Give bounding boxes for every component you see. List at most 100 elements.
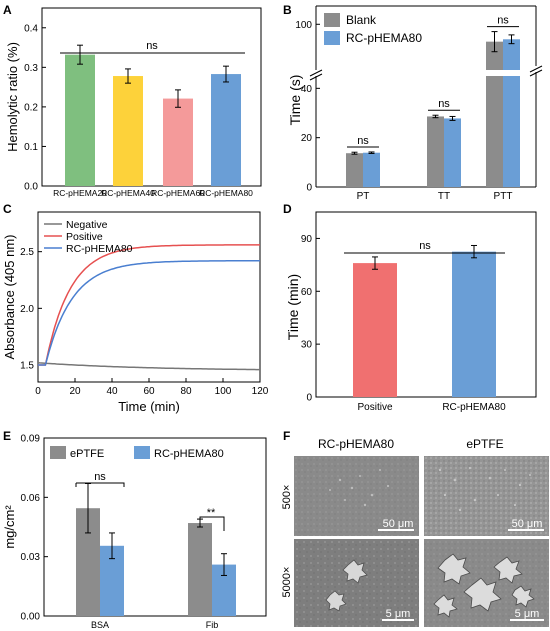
panel-e-legend: ePTFE RC-pHEMA80 (50, 446, 224, 460)
sem-platelets-eptfe-5000x (433, 553, 535, 618)
panel-c-y-tick-label: 1.5 (20, 361, 34, 372)
legend-label-rc-phema80: RC-pHEMA80 (346, 31, 422, 45)
panel-b-y-high-tick-label: 100 (295, 20, 312, 31)
bar-rc-phema80 (452, 251, 496, 397)
panel-d-y-tick-label: 90 (301, 234, 313, 245)
legend-swatch-rc-phema80 (324, 31, 340, 45)
panel-a-frame (41, 7, 262, 187)
bar-ptt-blank-lower (486, 76, 503, 187)
bar-rc-phema20 (65, 54, 95, 187)
ns-label-pt: ns (357, 135, 369, 147)
panel-c-x-tick-label: 60 (143, 386, 155, 397)
panel-c-x-tick-label: 100 (215, 386, 232, 397)
panel-a-ns: ns (146, 40, 158, 52)
legend-label-eptfe: ePTFE (70, 448, 104, 460)
panel-b-legend: Blank RC-pHEMA80 (324, 13, 422, 45)
x-tick-label-fib: Fib (206, 620, 219, 630)
panel-b-break-mark-right (529, 65, 543, 77)
panel-a-y-tick-label: 0.4 (24, 23, 38, 34)
panel-e-bracket-fib (199, 516, 225, 531)
panel-b-y-low-tick-label: 0 (306, 183, 312, 194)
panel-c-x-tick-label: 0 (35, 386, 41, 397)
bar-rc-phema80 (211, 74, 241, 186)
panel-a-y-tick-label: 0.3 (24, 63, 38, 74)
panel-d: Time (min) 0 30 60 90 Positive RC-pHEMA80 ns (285, 211, 537, 413)
panel-e-yticks: 0.00 0.03 0.06 0.09 (21, 434, 48, 623)
panel-c-x-tick-label: 80 (180, 386, 192, 397)
legend-label-positive: Positive (66, 231, 103, 243)
panel-e-frame (43, 437, 267, 617)
panel-b-y-low-tick-label: 40 (301, 84, 313, 95)
scale-bar-label-4: 5 μm (515, 608, 540, 620)
panel-f-row-label-2: 5000× (281, 567, 293, 598)
legend-label-blank: Blank (346, 13, 377, 27)
panel-d-frame (315, 211, 537, 398)
panel-e: mg/cm² 0.00 0.03 0.06 0.09 BSA Fib ePTFE RC-… (2, 434, 267, 630)
bar-rc-phema40 (113, 76, 143, 186)
panel-a-y-tick-label: 0.2 (24, 102, 38, 113)
bar-tt-blank (427, 116, 444, 187)
panel-letter-c: C (3, 202, 12, 216)
x-tick-label-bsa: BSA (91, 620, 109, 630)
x-tick-label-rc-phema80: RC-pHEMA80 (442, 402, 506, 413)
panel-letter-a: A (3, 3, 12, 17)
panel-d-bars: Positive RC-pHEMA80 (353, 244, 506, 413)
panel-c-x-tick-label: 120 (252, 386, 269, 397)
panel-d-ylabel: Time (min) (285, 274, 301, 340)
panel-f-col-header-1: RC-pHEMA80 (318, 437, 394, 451)
panel-c-ylabel: Absorbance (405 nm) (2, 234, 17, 359)
panel-f-col-header-2: ePTFE (466, 437, 503, 451)
panel-e-bracket-bsa (75, 482, 125, 487)
x-tick-label-rc-phema80: RC-pHEMA80 (199, 188, 253, 198)
panel-letter-e: E (3, 429, 11, 443)
panel-e-ns: ns (94, 471, 106, 483)
panel-b-y-low-tick-label: 20 (301, 133, 313, 144)
panel-b: Time (s) 0 20 40 100 PT ns TT ns PTT ns Blank RC… (287, 5, 543, 202)
x-tick-label-rc-phema40: RC-pHEMA40 (101, 188, 155, 198)
x-tick-label-pt: PT (357, 191, 370, 202)
panel-e-y-tick-label: 0.09 (21, 434, 41, 445)
panel-b-yticks: 0 20 40 100 (295, 20, 320, 194)
legend-swatch-eptfe (50, 446, 66, 459)
panel-letter-b: B (283, 3, 292, 17)
panel-b-break-mark-left (309, 69, 323, 81)
legend-label-rc-phema80: RC-pHEMA80 (66, 243, 133, 255)
sem-image-rc-500x (294, 456, 419, 536)
panel-b-ylabel: Time (s) (287, 75, 303, 126)
scale-bar-label-1: 50 μm (383, 518, 414, 530)
panel-e-y-tick-label: 0.03 (21, 552, 41, 563)
bar-pt-blank (346, 153, 363, 187)
panel-letter-d: D (283, 202, 292, 216)
legend-swatch-rc-phema80-e (134, 446, 150, 459)
panel-c-y-tick-label: 2.5 (20, 247, 34, 258)
panel-a-yticks: 0.0 0.1 0.2 0.3 0.4 (24, 23, 46, 193)
panel-c-lines (37, 244, 260, 371)
bar-ptt-blank-upper (486, 41, 503, 70)
panel-c-x-tick-label: 20 (69, 386, 81, 397)
line-negative (37, 361, 260, 371)
sem-image-rc-5000x (294, 539, 419, 627)
panel-b-bars: PT ns TT ns PTT ns (346, 15, 520, 202)
bar-positive (353, 263, 397, 397)
x-tick-label-tt: TT (438, 191, 450, 202)
bar-ptt-rc-phema80-upper (503, 39, 520, 70)
line-positive (38, 244, 260, 366)
panel-e-bars: BSA Fib (76, 482, 236, 630)
x-tick-label-ptt: PTT (494, 191, 513, 202)
x-tick-label-rc-phema60: RC-pHEMA60 (151, 188, 205, 198)
panel-e-sig: ** (207, 507, 216, 519)
legend-label-negative: Negative (66, 219, 108, 231)
sem-platelets-rc-5000x (325, 559, 368, 612)
panel-a-ylabel: Hemolytic ratio (%) (5, 42, 20, 152)
x-tick-label-positive: Positive (357, 402, 392, 413)
panel-e-y-tick-label: 0.00 (21, 612, 41, 623)
legend-label-rc-phema80-e: RC-pHEMA80 (154, 448, 224, 460)
panel-d-y-tick-label: 60 (301, 287, 313, 298)
panel-letter-f: F (283, 429, 290, 443)
panel-f-row-label-1: 500× (281, 485, 293, 510)
bar-pt-rc-phema80 (363, 152, 380, 187)
panel-a-y-tick-label: 0.1 (24, 142, 38, 153)
panel-c: Absorbance (405 nm) Time (min) 1.5 2.0 2.5… (2, 211, 269, 414)
scale-bar-label-3: 5 μm (386, 608, 411, 620)
